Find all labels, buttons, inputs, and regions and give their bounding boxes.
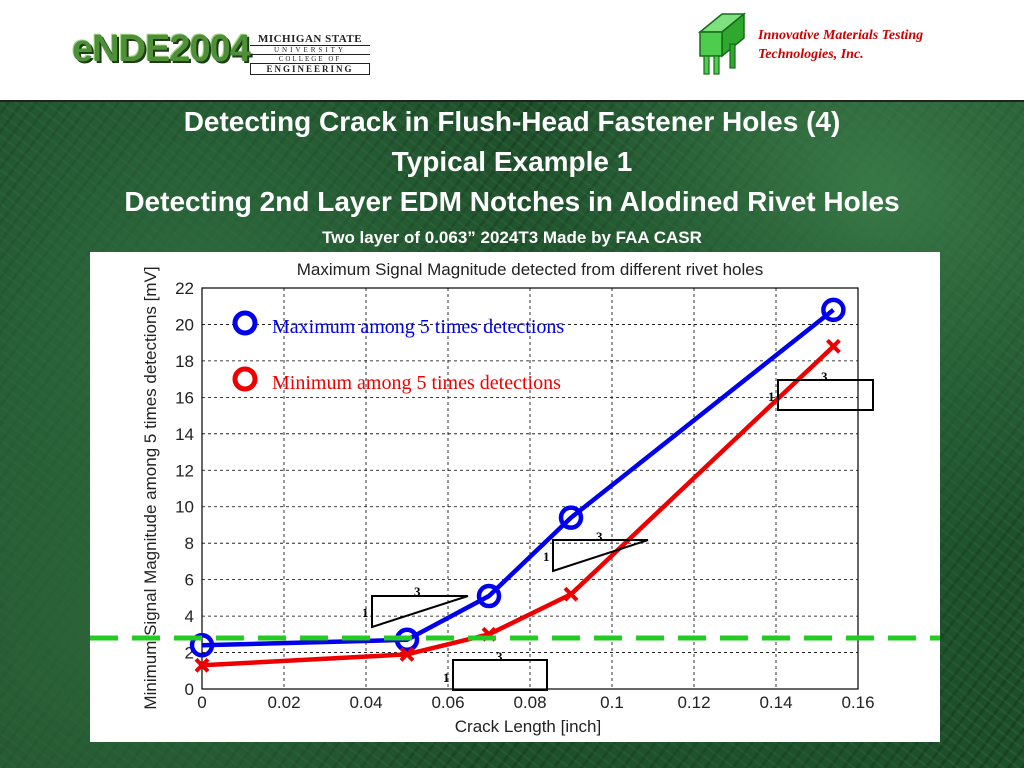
x-tick-label: 0.12 [677,693,710,712]
y-tick-label: 16 [175,388,194,407]
company-name-line2: Technologies, Inc. [758,47,864,62]
slope-rise-label: 1 [768,389,775,404]
x-axis-label: Crack Length [inch] [455,717,601,736]
data-point-min-stroke [825,338,841,354]
x-tick-label: 0.1 [600,693,624,712]
header-divider [0,100,1024,102]
y-tick-label: 4 [185,607,194,626]
slope-run-label: 3 [821,369,828,384]
msu-logo-line3: COLLEGE OF [278,55,342,63]
legend-marker-max [232,310,258,336]
slide-title-line3: Detecting 2nd Layer EDM Notches in Alodi… [124,186,900,217]
data-point-min-stroke [563,586,579,602]
legend-label-min: Minimum among 5 times detections [272,372,561,394]
msu-logo-line2: UNIVERSITY [250,46,370,55]
series-layer [189,297,846,673]
chart-title: Maximum Signal Magnitude detected from d… [297,260,763,279]
data-point-min [399,646,415,662]
data-point-max [189,633,215,658]
slope-run-label: 3 [496,649,503,664]
slope-annotations: 3 1 3 1 3 1 3 1 [362,369,874,691]
msu-logo-line1: MICHIGAN STATE [250,33,370,46]
axis-ticks: 0 0.02 0.04 0.06 0.08 0.1 0.12 0.14 0.16 0 2 4 6 8 10 1… [175,279,874,712]
data-point-min [194,657,210,673]
series-line-max [201,308,835,648]
slope-shape [371,595,469,629]
data-point-min-stroke [399,646,415,662]
legend-label-max: Maximum among 5 times detections [272,316,564,338]
data-point-max [476,583,502,609]
y-tick-label: 8 [185,534,194,553]
company-name-line1: Innovative Materials Testing [758,28,924,43]
slope-rise-label: 1 [443,670,450,685]
data-point-min-stroke [194,657,210,673]
slide-subtitle: Two layer of 0.063” 2024T3 Made by FAA C… [322,228,702,247]
x-tick-label: 0.04 [349,693,382,712]
slope-rise-label: 1 [362,605,369,620]
company-name: Innovative Materials Testing Technologie… [758,26,923,64]
y-tick-label: 0 [185,680,194,699]
ende2004-logo: eNDE2004 [72,28,251,70]
slide-header: eNDE2004 MICHIGAN STATE UNIVERSITY COLLE… [0,0,1024,100]
slide-title: Detecting Crack in Flush-Head Fastener H… [183,106,841,137]
y-tick-label: 18 [175,352,194,371]
slope-shape [777,379,874,411]
msu-logo-line4: ENGINEERING [250,63,370,75]
chart-grid [202,288,858,689]
legend-marker-min [232,366,258,392]
slope-shape [552,539,649,573]
y-tick-label: 14 [175,425,194,444]
data-point-min [563,586,579,602]
data-point-max [821,297,846,323]
y-tick-label: 12 [175,461,194,480]
imtt-logo-icon [697,12,747,75]
msu-engineering-logo: MICHIGAN STATE UNIVERSITY COLLEGE OF ENG… [250,33,370,75]
y-tick-label: 22 [175,279,194,298]
slide-title-line2: Typical Example 1 [391,146,633,177]
x-tick-label: 0.16 [841,693,874,712]
x-tick-label: 0.08 [513,693,546,712]
slope-rise-label: 1 [543,549,550,564]
y-tick-label: 6 [185,571,194,590]
x-tick-label: 0.06 [431,693,464,712]
chart-legend: Maximum among 5 times detections Minimum… [232,310,564,394]
data-point-max [558,505,584,530]
y-tick-label: 10 [175,498,194,517]
slope-run-label: 3 [414,584,421,599]
slope-shape [452,659,548,691]
y-tick-label: 20 [175,315,194,334]
x-tick-label: 0.14 [759,693,792,712]
x-tick-label: 0 [197,693,206,712]
x-tick-label: 0.02 [267,693,300,712]
data-point-min [825,338,841,354]
y-tick-label: 2 [185,644,194,663]
slope-run-label: 3 [596,529,603,544]
series-line-min [201,344,835,668]
y-axis-label: Minimum Signal Magnitude among 5 times d… [141,266,160,709]
